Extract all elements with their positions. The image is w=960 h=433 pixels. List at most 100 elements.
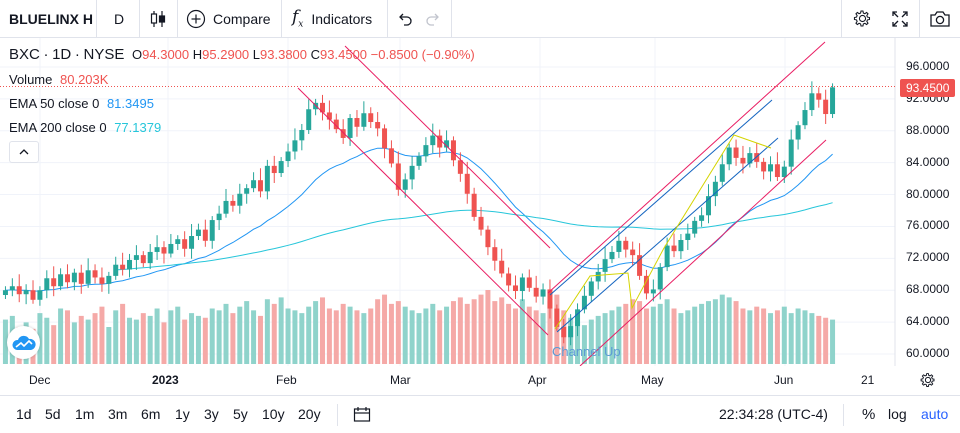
fullscreen-icon bbox=[892, 10, 908, 27]
candle-body bbox=[237, 193, 243, 206]
volume-bar bbox=[630, 299, 636, 364]
redo-button[interactable] bbox=[424, 0, 442, 37]
volume-bar bbox=[802, 310, 808, 364]
range-5y[interactable]: 5y bbox=[233, 406, 248, 422]
candle-body bbox=[58, 274, 64, 287]
range-1y[interactable]: 1y bbox=[175, 406, 190, 422]
volume-bar bbox=[147, 315, 153, 364]
candle-body bbox=[719, 164, 725, 182]
candle-body bbox=[44, 278, 50, 291]
volume-bar bbox=[113, 310, 119, 364]
candle-body bbox=[575, 309, 581, 327]
volume-bar bbox=[120, 303, 126, 364]
toolbar-divider bbox=[919, 0, 920, 37]
candles-icon bbox=[150, 10, 166, 27]
settings-button[interactable] bbox=[852, 0, 873, 37]
candle-body bbox=[512, 285, 518, 292]
price-chart[interactable] bbox=[0, 38, 960, 366]
date-range-button[interactable] bbox=[353, 406, 371, 424]
candle-body bbox=[388, 148, 394, 164]
ema50-legend[interactable]: EMA 50 close 0 81.3495 bbox=[9, 96, 154, 111]
candle-body bbox=[333, 119, 339, 130]
candle-body bbox=[830, 87, 836, 115]
time-axis[interactable]: Dec 2023 Feb Mar Apr May Jun 21 bbox=[0, 366, 895, 394]
l-label: L bbox=[252, 47, 261, 62]
range-6m[interactable]: 6m bbox=[141, 406, 161, 422]
down-channel-upper[interactable] bbox=[344, 45, 551, 249]
volume-bar bbox=[223, 303, 229, 364]
candle-body bbox=[464, 173, 470, 194]
cloud-chart-icon bbox=[11, 335, 36, 350]
candle-body bbox=[740, 157, 746, 164]
log-scale-toggle[interactable]: log bbox=[888, 406, 907, 422]
axis-settings-button[interactable] bbox=[919, 371, 937, 394]
range-3y[interactable]: 3y bbox=[204, 406, 219, 422]
volume-bar bbox=[616, 306, 622, 364]
candle-body bbox=[299, 129, 305, 141]
range-1m[interactable]: 1m bbox=[75, 406, 95, 422]
up-channel-upper[interactable] bbox=[547, 41, 826, 294]
indicators-button[interactable]: fx Indicators bbox=[292, 0, 372, 37]
chart-type-button[interactable] bbox=[149, 0, 167, 37]
y-tick: 68.0000 bbox=[906, 282, 950, 297]
candle-body bbox=[478, 216, 484, 230]
clock[interactable]: 22:34:28 (UTC-4) bbox=[719, 406, 828, 422]
volume-bar bbox=[464, 303, 470, 364]
x-tick: May bbox=[641, 373, 664, 387]
candle-body bbox=[78, 272, 84, 284]
percent-scale-toggle[interactable]: % bbox=[862, 406, 876, 423]
up-channel-lower[interactable] bbox=[579, 139, 827, 366]
volume-bar bbox=[671, 308, 677, 364]
undo-button[interactable] bbox=[396, 0, 414, 37]
candle-body bbox=[85, 270, 91, 284]
volume-bar bbox=[354, 310, 360, 364]
compare-button[interactable]: Compare bbox=[186, 0, 271, 37]
range-3m[interactable]: 3m bbox=[108, 406, 128, 422]
channel-median-upper[interactable] bbox=[549, 99, 773, 296]
volume-bar bbox=[44, 317, 50, 364]
volume-bar bbox=[519, 299, 525, 364]
candle-body bbox=[154, 247, 160, 252]
range-10y[interactable]: 10y bbox=[262, 406, 285, 422]
volume-bar bbox=[478, 294, 484, 364]
pattern-zigzag[interactable] bbox=[554, 134, 772, 330]
o-label: O bbox=[132, 47, 143, 62]
y-tick: 84.0000 bbox=[906, 154, 950, 169]
candle-body bbox=[795, 125, 801, 140]
down-channel-lower[interactable] bbox=[297, 87, 549, 336]
volume-bar bbox=[823, 317, 829, 364]
symbol-search[interactable]: BLUELINX H bbox=[9, 10, 93, 27]
candle-body bbox=[650, 289, 656, 294]
legend-ticker[interactable]: BXC bbox=[9, 46, 40, 63]
screenshot-button[interactable] bbox=[929, 0, 951, 37]
channel-median-lower[interactable] bbox=[556, 137, 779, 333]
range-20y[interactable]: 20y bbox=[298, 406, 321, 422]
candle-body bbox=[147, 251, 153, 264]
volume-bar bbox=[423, 308, 429, 364]
logo-badge[interactable] bbox=[7, 326, 40, 359]
interval-button[interactable]: D bbox=[114, 10, 125, 27]
candle-body bbox=[671, 245, 677, 252]
volume-bar bbox=[719, 294, 725, 364]
ema200-legend[interactable]: EMA 200 close 0 77.1379 bbox=[9, 120, 161, 135]
h-label: H bbox=[192, 47, 203, 62]
x-tick: 21 bbox=[861, 373, 875, 387]
candle-body bbox=[561, 326, 567, 338]
volume-bar bbox=[382, 294, 388, 364]
gear-icon bbox=[920, 373, 935, 387]
x-tick: 2023 bbox=[152, 373, 179, 387]
volume-bar bbox=[547, 301, 553, 364]
fullscreen-button[interactable] bbox=[891, 0, 909, 37]
volume-bar bbox=[761, 308, 767, 364]
collapse-legend-button[interactable] bbox=[9, 141, 39, 163]
candle-body bbox=[664, 245, 670, 268]
volume-bar bbox=[781, 306, 787, 364]
range-5d[interactable]: 5d bbox=[45, 406, 61, 422]
volume-legend[interactable]: Volume 80.203K bbox=[9, 72, 108, 87]
auto-scale-toggle[interactable]: auto bbox=[921, 406, 949, 422]
candle-body bbox=[133, 255, 139, 260]
range-1d[interactable]: 1d bbox=[16, 406, 32, 422]
candle-body bbox=[754, 153, 760, 162]
volume-bar bbox=[768, 313, 774, 364]
volume-bar bbox=[788, 313, 794, 364]
